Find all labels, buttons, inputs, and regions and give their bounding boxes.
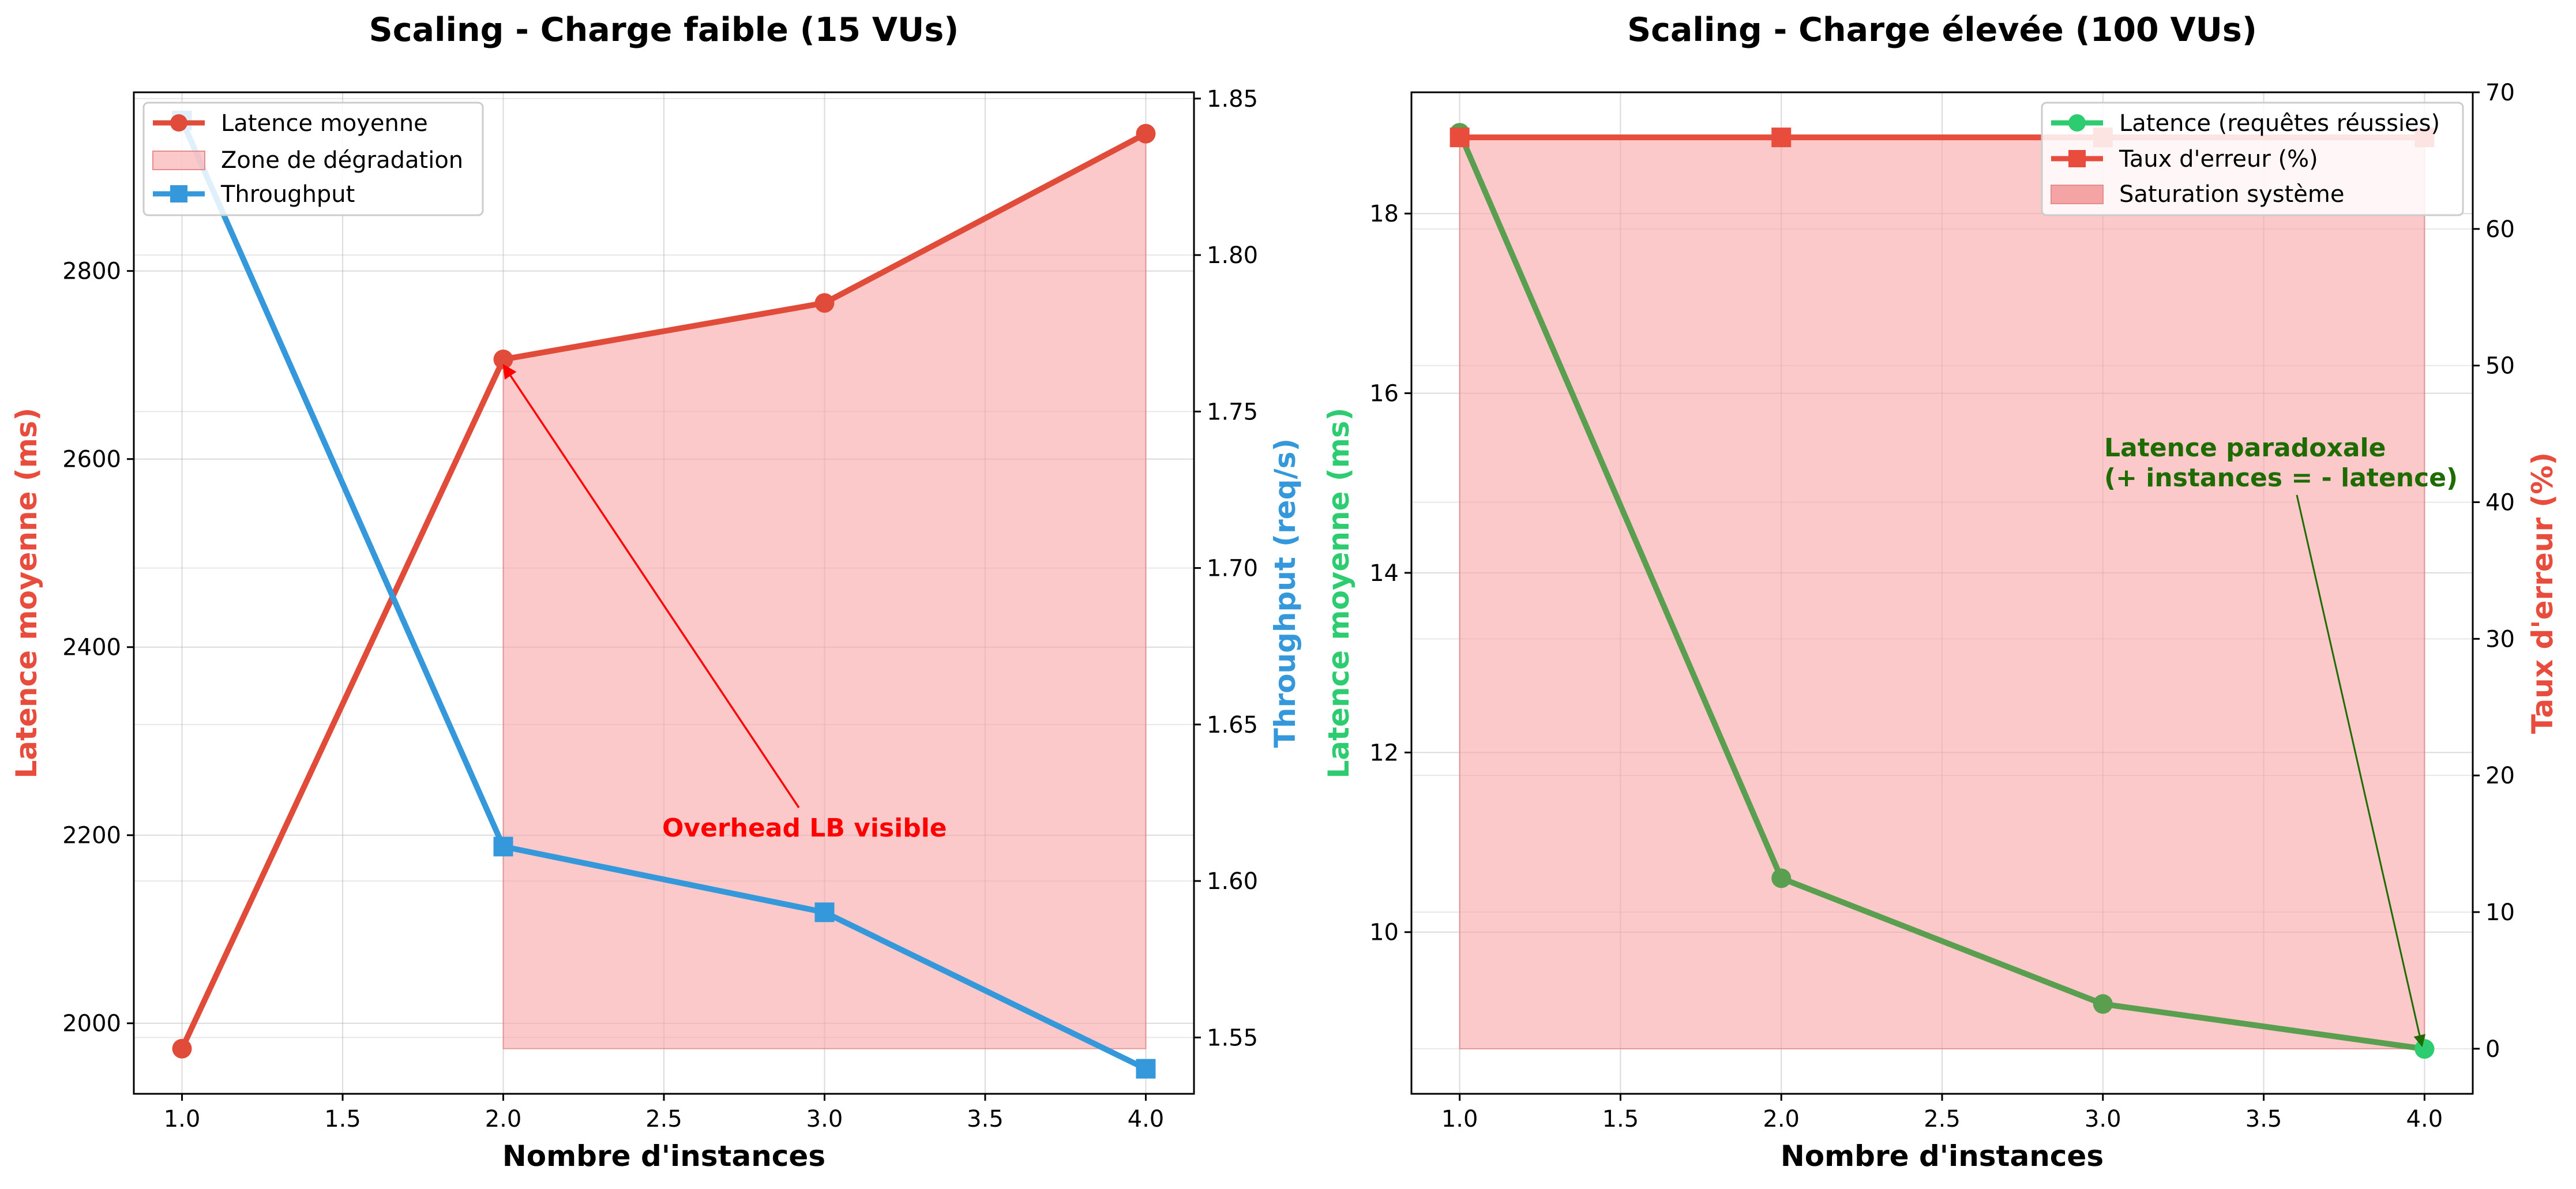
data-point xyxy=(1450,127,1470,148)
data-point xyxy=(814,902,835,922)
x-tick-label: 2.5 xyxy=(645,1106,682,1132)
series-layer xyxy=(172,110,1156,1079)
y2-tick-label: 1.75 xyxy=(1207,399,1258,425)
y-axis-label: Latence moyenne (ms) xyxy=(1322,408,1355,779)
legend-label: Throughput xyxy=(220,181,355,208)
x-tick-label: 2.5 xyxy=(1924,1106,1961,1132)
y-tick-label: 12 xyxy=(1369,740,1399,766)
x-tick-label: 2.0 xyxy=(485,1106,522,1132)
chart-title: Scaling - Charge élevée (100 VUs) xyxy=(1627,11,2257,49)
data-point xyxy=(2414,1039,2435,1059)
annotation-text: Latence paradoxale xyxy=(2104,433,2386,463)
x-tick-label: 4.0 xyxy=(2406,1106,2443,1132)
y2-tick-label: 1.70 xyxy=(1207,556,1258,582)
x-tick-label: 1.5 xyxy=(1602,1106,1639,1132)
fill-area xyxy=(1459,137,2425,1049)
series-line xyxy=(179,130,1149,1052)
y2-tick-label: 70 xyxy=(2485,80,2515,106)
annotation-text: (+ instances = - latence) xyxy=(2104,463,2458,493)
annotation: Overhead LB visible xyxy=(502,363,947,843)
y2-axis-label: Taux d'erreur (%) xyxy=(2526,452,2559,734)
data-point xyxy=(2093,994,2113,1014)
y2-tick-label: 1.60 xyxy=(1207,868,1258,895)
data-point xyxy=(1771,127,1792,148)
x-tick-label: 3.0 xyxy=(806,1106,843,1132)
y2-tick-label: 60 xyxy=(2485,216,2515,243)
legend-label: Zone de dégradation xyxy=(221,147,463,174)
y-axis-label: Latence moyenne (ms) xyxy=(10,408,43,779)
y2-tick-label: 20 xyxy=(2485,763,2515,789)
y2-tick-label: 0 xyxy=(2485,1036,2500,1063)
y-tick-label: 14 xyxy=(1369,560,1399,587)
legend-marker-throughput xyxy=(170,185,187,202)
legend-label: Latence moyenne xyxy=(221,110,428,137)
legend-box xyxy=(142,102,484,216)
x-axis-label: Nombre d'instances xyxy=(502,1139,825,1173)
y2-tick-label: 30 xyxy=(2485,626,2515,652)
y2-tick-label: 40 xyxy=(2485,490,2515,516)
data-point xyxy=(1771,868,1792,888)
annotation: Latence paradoxale (+ instances = - late… xyxy=(2104,433,2458,1048)
x-tick-label: 3.0 xyxy=(2085,1106,2121,1132)
chart-panel-high-load: Scaling - Charge élevée (100 VUs) 1.0 1.5… xyxy=(1322,11,2559,1173)
x-tick-label: 2.0 xyxy=(1763,1106,1800,1132)
data-point xyxy=(1136,123,1156,144)
data-point xyxy=(493,837,513,857)
y-tick-label: 18 xyxy=(1369,201,1399,227)
y-tick-label: 2000 xyxy=(62,1011,121,1037)
x-tick-label: 1.0 xyxy=(164,1106,201,1132)
y-tick-label: 2200 xyxy=(62,823,121,849)
fill-layer xyxy=(1459,137,2425,1049)
y2-tick-label: 1.65 xyxy=(1207,712,1258,738)
chart-title: Scaling - Charge faible (15 VUs) xyxy=(369,11,959,49)
y2-tick-label: 50 xyxy=(2485,353,2515,380)
legend-marker-latency xyxy=(170,114,187,132)
y2-tick-label: 1.80 xyxy=(1207,242,1258,269)
legend-label: Saturation système xyxy=(2119,181,2344,208)
y-tick-label: 2400 xyxy=(62,635,121,661)
y-tick-label: 2800 xyxy=(62,258,121,285)
y-tick-label: 10 xyxy=(1369,920,1399,946)
legend-marker-latency xyxy=(2068,114,2086,132)
legend: Latence (requêtes réussies) Taux d'erreu… xyxy=(2041,102,2464,216)
legend-label: Taux d'erreur (%) xyxy=(2119,146,2318,172)
x-tick-label: 3.5 xyxy=(2245,1106,2282,1132)
legend: Latence moyenne Zone de dégradation Thro… xyxy=(142,102,484,216)
annotation-arrow xyxy=(2296,494,2426,1048)
x-tick-label: 1.0 xyxy=(1441,1106,1478,1132)
y2-tick-label: 1.55 xyxy=(1207,1025,1258,1051)
legend-label: Latence (requêtes réussies) xyxy=(2119,110,2440,137)
y2-tick-label: 10 xyxy=(2485,899,2515,926)
x-tick-label: 4.0 xyxy=(1128,1106,1165,1132)
y-tick-label: 2600 xyxy=(62,447,121,473)
series-line xyxy=(179,117,1149,1072)
tick-layer: 1.0 1.5 2.0 2.5 3.0 3.5 4.0 10 12 14 16 18 0 10 20 30 40… xyxy=(1369,80,2515,1132)
chart-panel-low-load: Scaling - Charge faible (15 VUs) 1.0 1.5 2… xyxy=(10,11,1302,1173)
tick-layer: 1.0 1.5 2.0 2.5 3.0 3.5 4.0 2000 2200 2400 2600 280… xyxy=(62,86,1258,1132)
x-axis-label: Nombre d'instances xyxy=(1781,1139,2104,1173)
y-tick-label: 16 xyxy=(1369,381,1399,407)
x-tick-label: 3.5 xyxy=(967,1106,1004,1132)
legend-swatch-fill xyxy=(2051,185,2104,204)
legend-box xyxy=(2041,102,2464,216)
legend-marker-error-rate xyxy=(2068,150,2086,167)
data-point xyxy=(1136,1059,1156,1079)
annotation-text: Overhead LB visible xyxy=(662,813,947,843)
legend-swatch-fill xyxy=(152,151,205,170)
data-point xyxy=(814,293,835,313)
x-tick-label: 1.5 xyxy=(324,1106,361,1132)
data-point xyxy=(172,1038,192,1059)
annotation-arrow xyxy=(502,363,800,808)
series-line xyxy=(1456,130,2428,1052)
y2-axis-label: Throughput (req/s) xyxy=(1268,438,1302,748)
y2-tick-label: 1.85 xyxy=(1207,86,1258,112)
